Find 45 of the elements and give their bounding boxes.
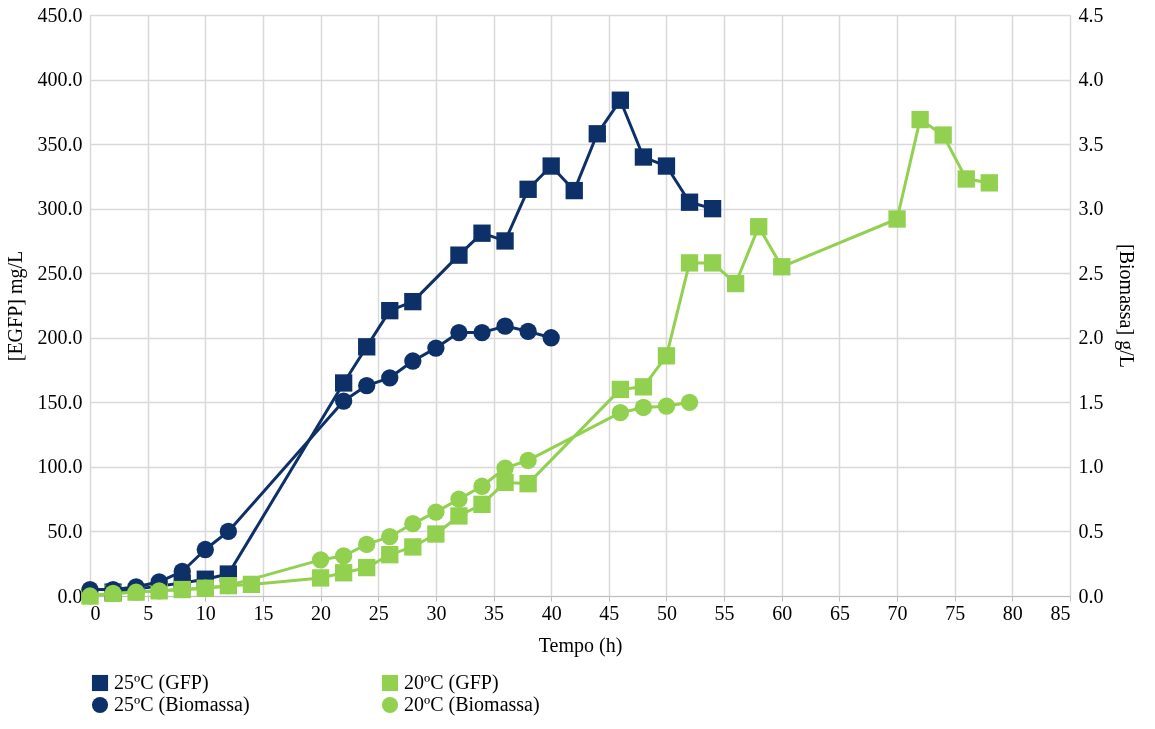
- y-tick-label: 0.0: [57, 584, 83, 607]
- y-tick-label: 250.0: [37, 261, 83, 284]
- legend-label: 25ºC (Biomassa): [114, 693, 250, 716]
- x-tick-label: 45: [599, 601, 620, 624]
- y2-tick-label: 2.5: [1078, 261, 1104, 284]
- y-tick-label: 50.0: [47, 519, 83, 542]
- y2-tick-label: 2.0: [1078, 326, 1104, 349]
- x-tick-label: 75: [945, 601, 966, 624]
- y2-tick-label: 3.5: [1078, 132, 1104, 155]
- legend-label: 20ºC (Biomassa): [404, 693, 540, 716]
- x-tick-label: 10: [195, 601, 216, 624]
- x-tick-label: 80: [1002, 601, 1023, 624]
- x-tick-label: 65: [829, 601, 850, 624]
- x-tick-label: 85: [1050, 601, 1071, 624]
- y-axis-title: [EGFP] mg/L: [3, 250, 27, 362]
- y-tick-label: 300.0: [37, 197, 83, 220]
- legend-label: 20ºC (GFP): [404, 671, 499, 694]
- x-tick-label: 15: [253, 601, 274, 624]
- x-tick-label: 35: [484, 601, 505, 624]
- x-tick-label: 20: [311, 601, 332, 624]
- x-tick-label: 50: [656, 601, 677, 624]
- y-tick-label: 150.0: [37, 390, 83, 413]
- x-tick-label: 55: [714, 601, 735, 624]
- y2-tick-label: 1.0: [1078, 455, 1104, 478]
- x-tick-label: 40: [541, 601, 562, 624]
- x-tick-label: 5: [143, 601, 154, 624]
- y2-tick-label: 1.5: [1078, 390, 1104, 413]
- x-tick-label: 60: [772, 601, 793, 624]
- x-tick-label: 0: [90, 601, 101, 624]
- y2-tick-label: 0.5: [1078, 519, 1104, 542]
- y2-tick-label: 0.0: [1078, 584, 1104, 607]
- y-tick-label: 450.0: [37, 3, 83, 26]
- y2-tick-label: 4.5: [1078, 3, 1104, 26]
- y-tick-label: 200.0: [37, 326, 83, 349]
- x-tick-label: 30: [426, 601, 447, 624]
- y2-tick-label: 3.0: [1078, 197, 1104, 220]
- x-tick-label: 25: [368, 601, 389, 624]
- y-tick-label: 400.0: [37, 68, 83, 91]
- y2-tick-label: 4.0: [1078, 68, 1104, 91]
- y2-axis-title: [Biomassa] g/L: [1114, 244, 1138, 368]
- x-tick-label: 70: [887, 601, 908, 624]
- y-tick-label: 350.0: [37, 132, 83, 155]
- x-axis-title: Tempo (h): [538, 633, 623, 657]
- legend-label: 25ºC (GFP): [114, 671, 209, 694]
- y-tick-label: 100.0: [37, 455, 83, 478]
